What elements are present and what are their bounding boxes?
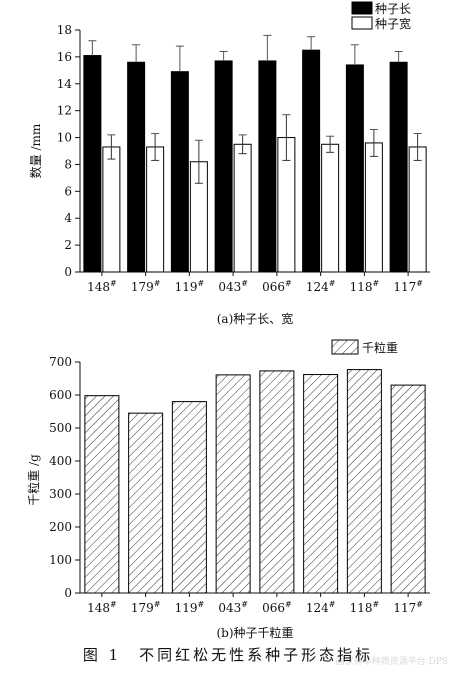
chart-a-y-tick-label: 2 xyxy=(64,238,72,252)
bar-seed-width xyxy=(321,143,340,273)
bar-seed-width xyxy=(364,142,383,273)
bar-thousand-seed-weight xyxy=(128,412,164,594)
chart-a-legend: 种子长 种子宽 xyxy=(351,1,411,31)
chart-a-x-tick-label: 043# xyxy=(218,279,248,294)
bar-seed-length xyxy=(170,71,189,273)
chart-a-x-tick-label: 119# xyxy=(175,279,205,294)
chart-a-y-tick-label: 14 xyxy=(57,77,73,91)
legend-label-seed-length: 种子长 xyxy=(375,2,411,16)
chart-a-y-tick-label: 4 xyxy=(64,211,72,225)
chart-b-x-tick-label: 119# xyxy=(175,600,205,615)
chart-a-x-tick-label: 179# xyxy=(131,279,161,294)
chart-a-y-tick-label: 0 xyxy=(64,265,72,279)
chart-b-x-tick-label: 043# xyxy=(218,600,248,615)
legend-swatch-seed-width xyxy=(351,16,373,30)
bar-seed-length xyxy=(214,60,233,273)
chart-a-x-tick-label: 148# xyxy=(87,279,117,294)
legend-swatch-thousand-seed-weight xyxy=(331,339,359,355)
chart-b-x-tick-label: 117# xyxy=(393,600,423,615)
chart-b-x-tick-label: 148# xyxy=(87,600,117,615)
bar-seed-length xyxy=(83,55,102,273)
chart-b-x-tick-label: 118# xyxy=(350,600,380,615)
chart-a-subtitle: (a)种子长、宽 xyxy=(217,311,294,326)
bar-thousand-seed-weight xyxy=(390,384,426,594)
chart-b-subtitle: (b)种子千粒重 xyxy=(216,625,293,640)
figure-caption: 图 1 不同红松无性系种子形态指标 xyxy=(82,646,374,664)
chart-b-y-tick-label: 300 xyxy=(49,487,72,501)
chart-b-y-tick-label: 100 xyxy=(49,553,72,567)
chart-a-x-tick-label: 118# xyxy=(350,279,380,294)
bar-thousand-seed-weight xyxy=(259,370,295,594)
bar-seed-length xyxy=(302,49,321,273)
bar-thousand-seed-weight xyxy=(84,395,120,594)
chart-a-x-tick-label: 066# xyxy=(262,279,292,294)
chart-a-x-tick-label: 117# xyxy=(393,279,423,294)
bar-seed-width xyxy=(146,146,165,273)
chart-b-y-tick-label: 400 xyxy=(49,454,72,468)
chart-a-y-tick-label: 8 xyxy=(64,157,72,171)
chart-b-legend: 千粒重 xyxy=(331,339,398,355)
bar-seed-width xyxy=(408,146,427,273)
chart-b-y-tick-label: 500 xyxy=(49,421,72,435)
bar-thousand-seed-weight xyxy=(215,374,251,594)
chart-b-x-tick-label: 066# xyxy=(262,600,292,615)
chart-b-y-tick-label: 700 xyxy=(49,355,72,369)
chart-a-y-tick-label: 16 xyxy=(57,50,72,64)
chart-b-y-tick-label: 0 xyxy=(64,586,72,600)
seed-length-width-chart: 0 2 4 6 8 10 12 14 16 18 148# 179# 119# 043# 066# 124#… xyxy=(28,1,430,326)
chart-b-y-tick-label: 200 xyxy=(49,520,72,534)
chart-b-x-tick-label: 124# xyxy=(306,600,336,615)
chart-a-y-tick-label: 10 xyxy=(57,131,72,145)
legend-label-seed-width: 种子宽 xyxy=(375,16,411,31)
chart-a-y-tick-label: 12 xyxy=(57,104,72,118)
chart-a-y-axis-label: 数量 /mm xyxy=(28,123,43,178)
chart-a-y-tick-label: 18 xyxy=(57,23,72,37)
legend-label-thousand-seed-weight: 千粒重 xyxy=(362,340,398,355)
bar-seed-width xyxy=(102,146,121,273)
thousand-seed-weight-chart: 0 100 200 300 400 500 600 700 148# 179# 119# 043# 0… xyxy=(26,339,430,640)
bar-seed-length xyxy=(127,61,146,273)
bar-thousand-seed-weight xyxy=(346,369,382,594)
chart-b-y-axis-label: 千粒重 /g xyxy=(26,454,41,506)
legend-swatch-seed-length xyxy=(351,1,373,15)
chart-a-x-tick-label: 124# xyxy=(306,279,336,294)
bar-thousand-seed-weight xyxy=(171,401,207,594)
watermark: 国家林草种质资源平台 DPS xyxy=(336,655,448,667)
bar-thousand-seed-weight xyxy=(303,374,339,594)
chart-a-y-tick-label: 6 xyxy=(64,184,72,198)
chart-b-y-tick-label: 600 xyxy=(49,388,72,402)
bar-seed-length xyxy=(258,60,277,273)
chart-b-x-tick-label: 179# xyxy=(131,600,161,615)
bar-seed-width xyxy=(233,143,252,273)
bar-seed-length xyxy=(345,64,364,273)
bar-seed-length xyxy=(389,61,408,273)
